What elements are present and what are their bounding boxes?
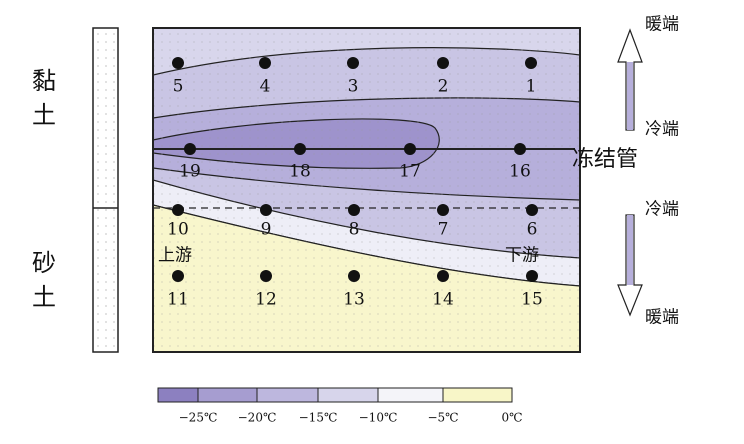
legend-label: −5℃ — [427, 411, 458, 425]
downstream-label: 下游 — [505, 246, 539, 266]
arrow-label: 暖端 — [645, 15, 679, 35]
measure-point — [525, 57, 537, 69]
measure-point — [404, 143, 416, 155]
pipe-label: 冻结管 — [572, 147, 638, 172]
arrow-label: 冷端 — [645, 200, 679, 220]
color-swatch — [256, 387, 319, 403]
color-swatch — [317, 387, 379, 403]
measure-point — [437, 270, 449, 282]
upstream-label: 上游 — [158, 246, 192, 266]
soil-label: 黏土 — [28, 68, 56, 136]
point-label: 4 — [260, 77, 271, 97]
measure-point — [348, 270, 360, 282]
point-label: 1 — [526, 77, 537, 97]
measure-point — [172, 204, 184, 216]
point-label: 18 — [289, 162, 311, 182]
arrow-label: 暖端 — [645, 308, 679, 328]
field-border — [152, 27, 581, 353]
arrow-label: 冷端 — [645, 120, 679, 140]
contour-field — [153, 28, 580, 352]
point-label: 5 — [173, 77, 184, 97]
point-label: 9 — [261, 220, 272, 240]
point-label: 17 — [399, 162, 421, 182]
point-label: 13 — [343, 290, 365, 310]
legend-label: −20℃ — [238, 411, 277, 425]
measure-point — [172, 270, 184, 282]
color-swatch — [442, 387, 513, 403]
point-label: 10 — [167, 220, 189, 240]
measure-point — [526, 270, 538, 282]
measure-point — [259, 57, 271, 69]
point-label: 6 — [527, 220, 538, 240]
measure-point — [294, 143, 306, 155]
measure-point — [260, 204, 272, 216]
point-label: 2 — [438, 77, 449, 97]
measure-point — [347, 57, 359, 69]
point-label: 16 — [509, 162, 531, 182]
measure-point — [437, 57, 449, 69]
point-label: 11 — [167, 290, 189, 310]
measure-point — [514, 143, 526, 155]
measure-point — [184, 143, 196, 155]
measure-point — [437, 204, 449, 216]
soil-texture — [93, 28, 118, 352]
soil-label: 砂土 — [28, 250, 56, 318]
color-swatch — [197, 387, 258, 403]
measure-point — [260, 270, 272, 282]
measure-point — [172, 57, 184, 69]
legend-label: 0℃ — [501, 411, 522, 425]
colorbar — [157, 387, 513, 403]
point-label: 8 — [349, 220, 360, 240]
color-swatch — [377, 387, 444, 403]
measure-point — [526, 204, 538, 216]
texture — [153, 28, 580, 352]
arrow-fill — [627, 62, 633, 130]
arrow-fill — [627, 215, 633, 285]
point-label: 19 — [179, 162, 201, 182]
point-label: 3 — [348, 77, 359, 97]
point-label: 15 — [521, 290, 543, 310]
measure-point — [348, 204, 360, 216]
color-swatch — [157, 387, 199, 403]
legend-label: −25℃ — [179, 411, 218, 425]
legend-label: −15℃ — [299, 411, 338, 425]
legend-label: −10℃ — [359, 411, 398, 425]
point-label: 14 — [432, 290, 454, 310]
point-label: 12 — [255, 290, 277, 310]
point-label: 7 — [438, 220, 449, 240]
